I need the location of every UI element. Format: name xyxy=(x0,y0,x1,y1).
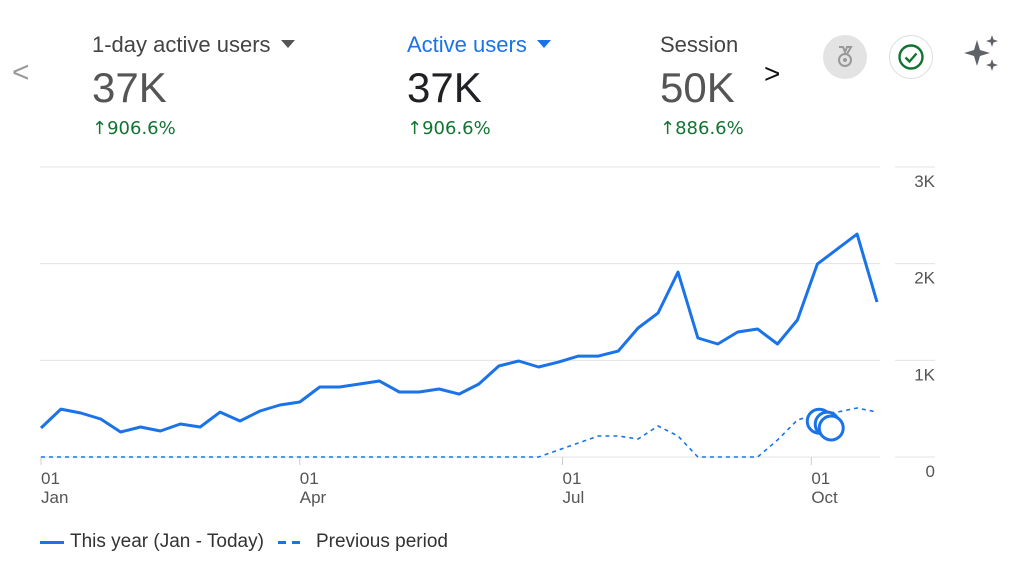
x-tick-day: 01 xyxy=(41,469,60,488)
dropdown-caret-icon[interactable] xyxy=(280,40,295,49)
annotation-marker xyxy=(817,414,845,442)
y-tick-label: 0 xyxy=(926,462,935,481)
metric-card-1-day-active-users[interactable]: 1-day active users 37K ↑906.6% xyxy=(92,32,295,139)
metric-change-value: 906.6% xyxy=(422,118,491,139)
arrow-up-icon: ↑ xyxy=(660,118,676,139)
metric-label[interactable]: 1-day active users xyxy=(92,32,295,58)
x-tick-day: 01 xyxy=(300,469,319,488)
x-tick-month: Apr xyxy=(300,488,327,507)
arrow-up-icon: ↑ xyxy=(92,118,108,139)
metric-card-active-users[interactable]: Active users 37K ↑906.6% xyxy=(407,32,551,139)
dropdown-caret-icon[interactable] xyxy=(536,40,551,49)
metric-change: ↑906.6% xyxy=(92,118,295,139)
legend: This year (Jan - Today) Previous period xyxy=(40,531,448,553)
check-circle-icon xyxy=(898,44,924,70)
metric-value: 37K xyxy=(92,64,167,111)
x-tick-month: Jul xyxy=(563,488,585,507)
legend-solid-line-icon xyxy=(40,540,64,544)
y-tick-label: 1K xyxy=(914,365,935,384)
insights-button[interactable] xyxy=(962,34,1002,79)
legend-dashed-line-icon xyxy=(277,540,306,544)
metric-value: 37K xyxy=(407,64,482,111)
previous-metrics-button[interactable]: < xyxy=(12,56,30,89)
metric-label-text: Active users xyxy=(407,32,527,57)
metric-change-value: 886.6% xyxy=(675,118,744,139)
sparkle-icon xyxy=(964,35,998,71)
x-tick-day: 01 xyxy=(811,469,830,488)
metric-value: 50K xyxy=(660,64,735,111)
y-tick-label: 3K xyxy=(914,172,935,191)
next-metrics-button[interactable]: > xyxy=(764,58,781,89)
series-line-this-year xyxy=(39,232,879,434)
metric-label: Session xyxy=(660,32,739,57)
x-tick-day: 01 xyxy=(563,469,582,488)
x-tick-month: Jan xyxy=(41,488,68,507)
metric-card-session[interactable]: Session 50K ↑886.6% xyxy=(660,32,746,139)
arrow-up-icon: ↑ xyxy=(407,118,423,139)
y-tick-label: 2K xyxy=(914,269,935,288)
legend-previous-period: Previous period xyxy=(315,531,448,552)
series-line-previous-period xyxy=(41,407,878,458)
metric-label[interactable]: Active users xyxy=(407,32,551,58)
medal-button[interactable] xyxy=(823,35,867,79)
metric-change-value: 906.6% xyxy=(107,118,176,139)
legend-this-year: This year (Jan - Today) xyxy=(70,531,264,552)
metric-label-text: 1-day active users xyxy=(92,32,271,57)
metric-change: ↑906.6% xyxy=(407,118,551,139)
metric-change: ↑886.6% xyxy=(660,118,746,139)
check-status-button[interactable] xyxy=(889,35,933,79)
medal-icon xyxy=(838,46,853,67)
x-tick-month: Oct xyxy=(811,488,838,507)
